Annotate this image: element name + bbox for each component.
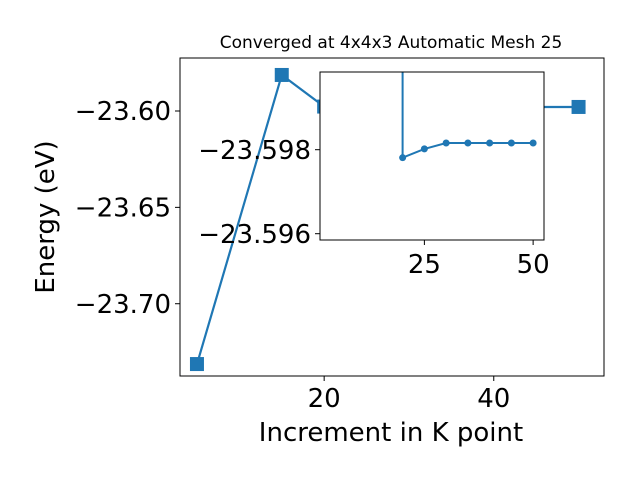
inset-background bbox=[320, 72, 544, 240]
main-y-tick-label: −23.65 bbox=[75, 193, 171, 223]
inset-x-tick-label: 25 bbox=[408, 250, 441, 280]
main-x-tick-label: 20 bbox=[308, 384, 341, 414]
main-y-tick-label: −23.60 bbox=[75, 97, 171, 127]
main-data-point bbox=[189, 357, 204, 372]
inset-y-tick-label: −23.598 bbox=[198, 136, 311, 166]
inset-data-point bbox=[529, 139, 537, 147]
main-data-point bbox=[571, 99, 586, 114]
inset-series-line bbox=[401, 72, 534, 160]
inset-data-point bbox=[399, 154, 407, 162]
inset-data-point bbox=[486, 139, 494, 147]
inset-x-tick-label: 50 bbox=[517, 250, 550, 280]
y-axis-label: Energy (eV) bbox=[31, 140, 61, 293]
main-axis-ticks: 20 40 −23.60 −23.65 −23.70 bbox=[75, 97, 511, 414]
inset-axis-ticks: 25 50 −23.598 −23.596 bbox=[198, 136, 549, 280]
inset-data-point bbox=[464, 139, 472, 147]
inset-frame bbox=[319, 71, 545, 241]
chart-title: Converged at 4x4x3 Automatic Mesh 25 bbox=[220, 33, 563, 53]
inset-plot-area bbox=[399, 72, 537, 162]
inset-y-tick-label: −23.596 bbox=[198, 220, 311, 250]
inset-data-point bbox=[442, 139, 450, 147]
main-x-tick-label: 40 bbox=[477, 384, 510, 414]
main-plot-frame bbox=[179, 57, 605, 377]
inset-data-point bbox=[420, 145, 428, 153]
main-data-point bbox=[274, 67, 289, 82]
main-y-tick-label: −23.70 bbox=[75, 290, 171, 320]
inset-axes: 25 50 −23.598 −23.596 bbox=[198, 71, 550, 280]
x-axis-label: Increment in K point bbox=[259, 418, 523, 448]
inset-data-point bbox=[507, 139, 515, 147]
